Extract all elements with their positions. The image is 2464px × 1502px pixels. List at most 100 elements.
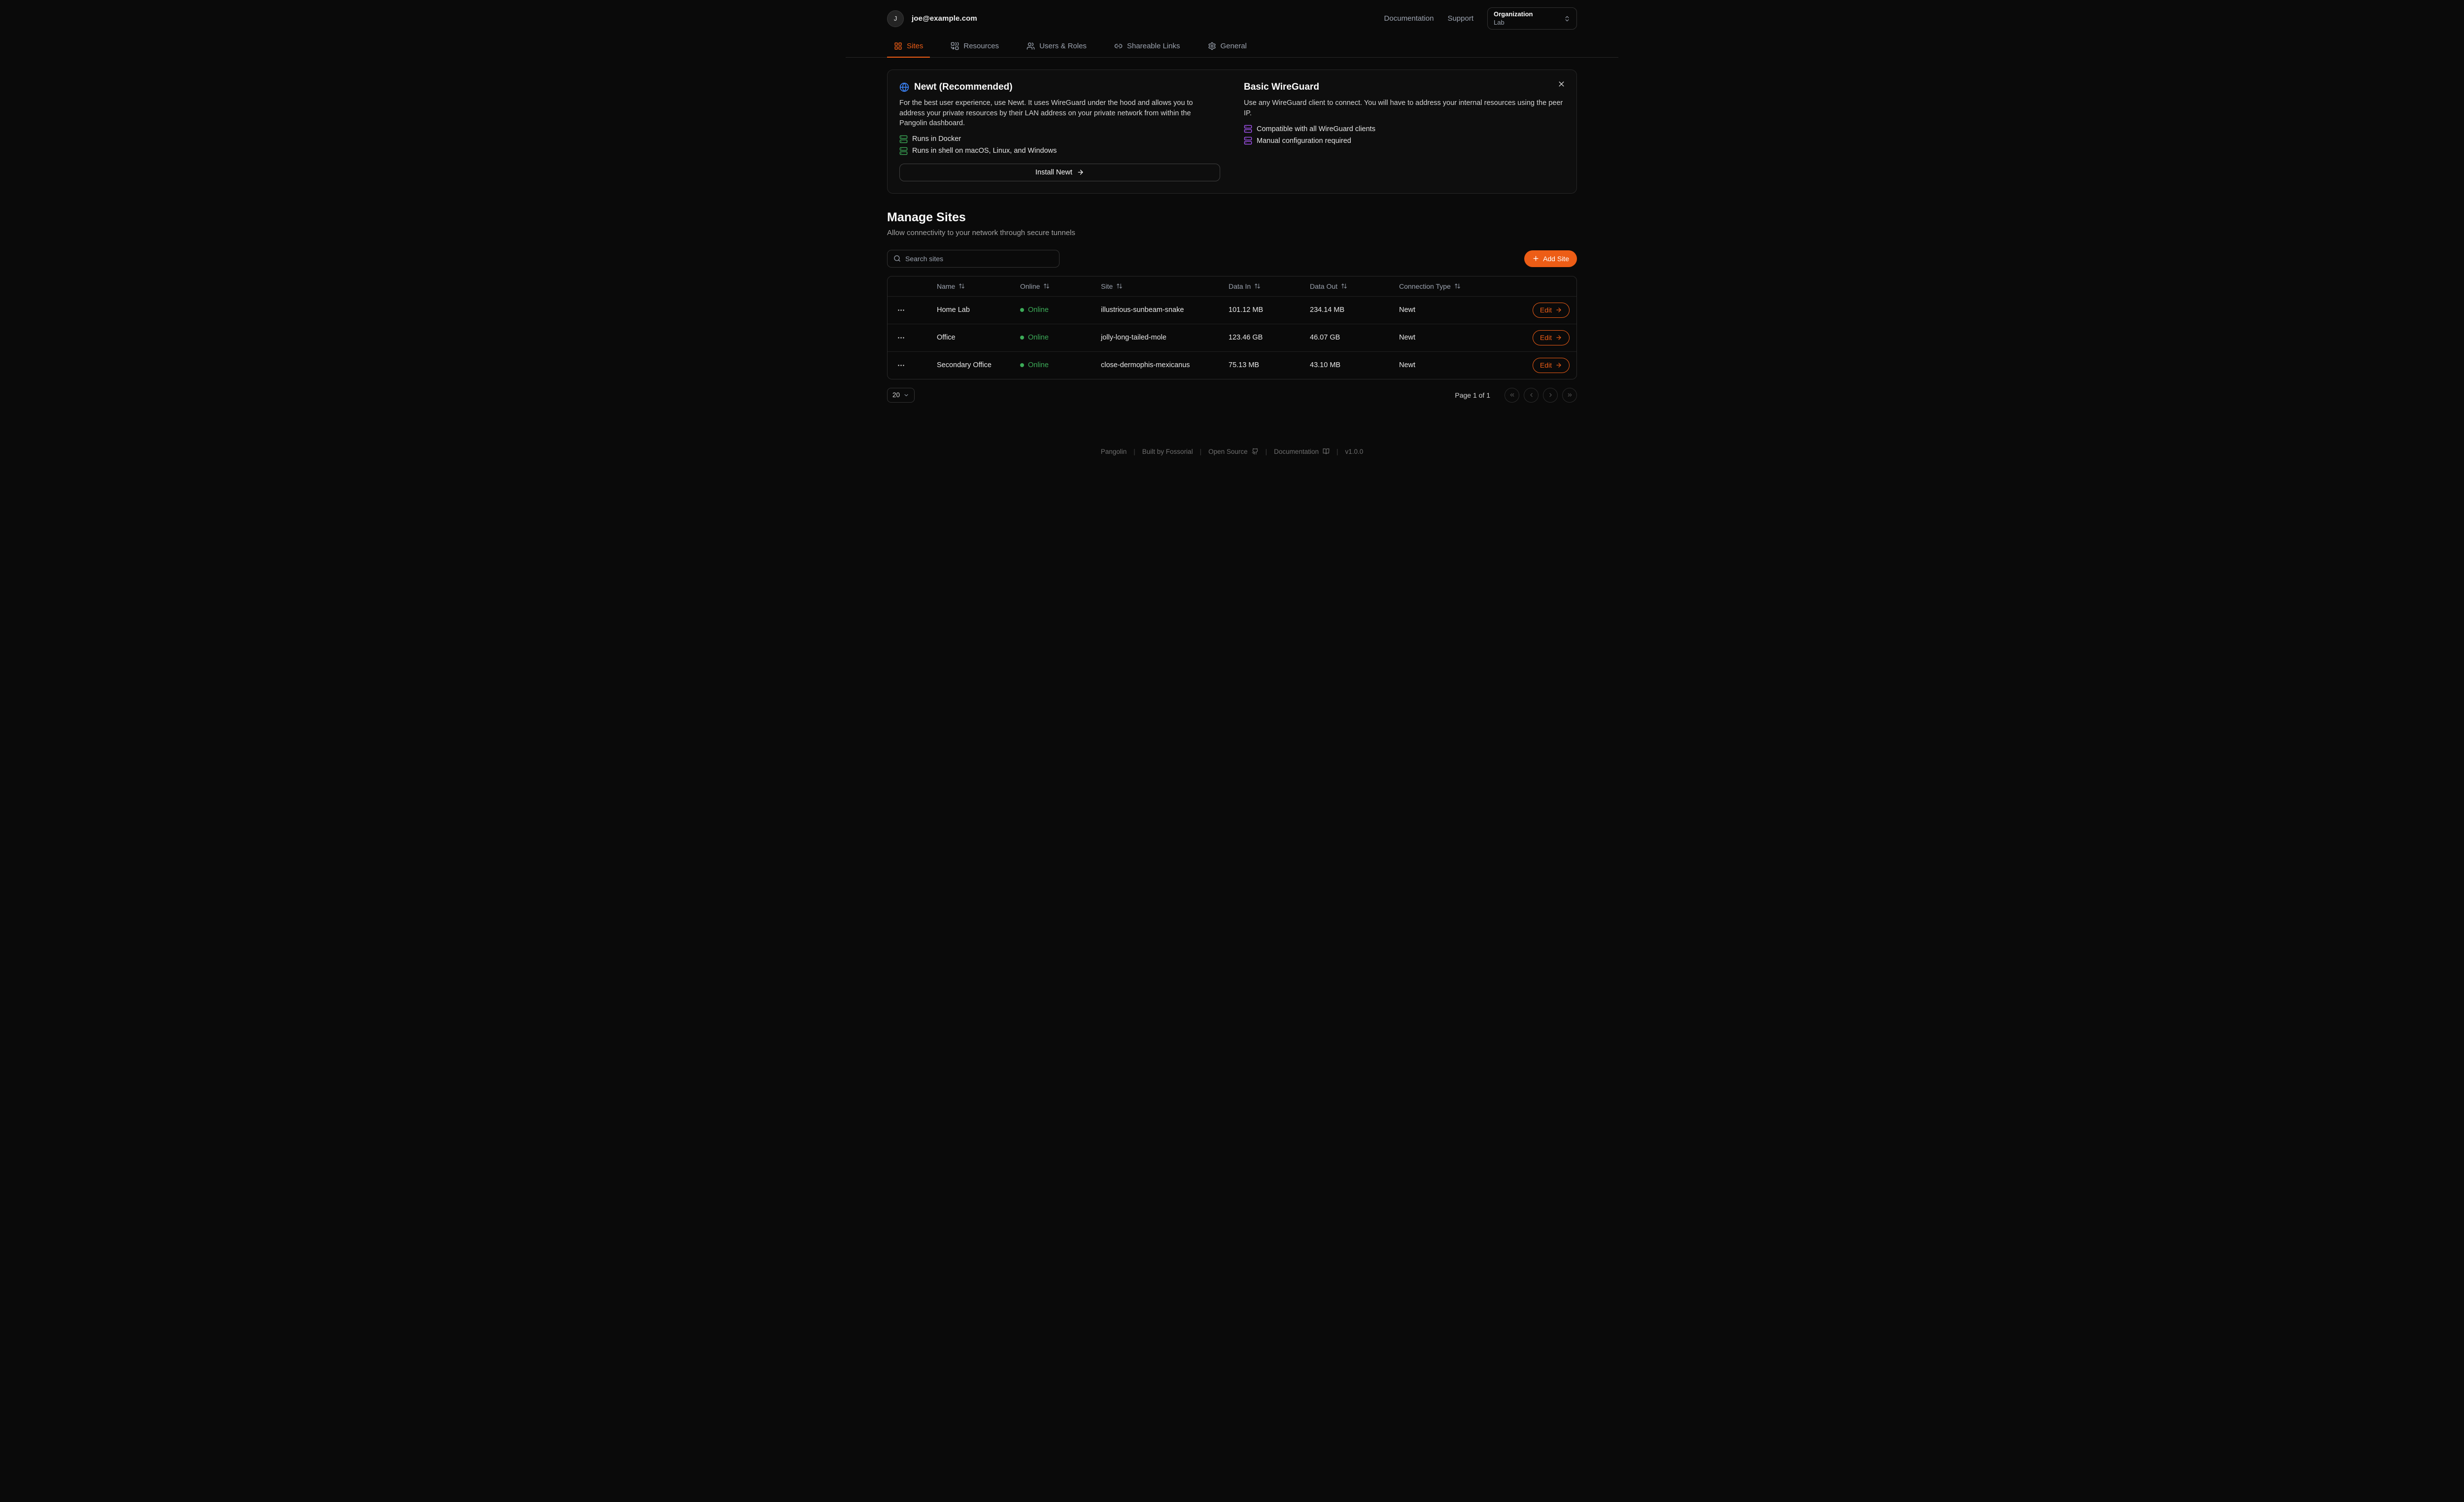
sort-icon <box>1116 283 1123 289</box>
server-icon <box>1244 125 1252 133</box>
status-label: Online <box>1028 334 1049 342</box>
site-id-cell: illustrious-sunbeam-snake <box>1101 306 1184 314</box>
ellipsis-icon <box>897 361 905 370</box>
edit-label: Edit <box>1540 361 1552 370</box>
user-email: joe@example.com <box>912 14 977 23</box>
server-icon <box>1244 137 1252 145</box>
page-info: Page 1 of 1 <box>1455 391 1490 399</box>
site-name-cell: Office <box>937 334 956 342</box>
link-icon <box>1114 42 1123 50</box>
row-menu-button[interactable] <box>896 304 906 316</box>
page-title: Manage Sites <box>887 210 966 224</box>
column-header-connection-type[interactable]: Connection Type <box>1399 282 1515 290</box>
last-page-button[interactable] <box>1562 387 1577 403</box>
organization-selector[interactable]: Organization Lab <box>1487 7 1577 30</box>
newt-feature: Runs in Docker <box>899 135 1220 143</box>
support-link[interactable]: Support <box>1447 14 1473 23</box>
arrow-right-icon <box>1077 169 1084 176</box>
edit-button[interactable]: Edit <box>1532 330 1570 345</box>
chevrons-left-icon <box>1509 392 1515 398</box>
column-header-data-in[interactable]: Data In <box>1229 282 1310 290</box>
wireguard-feature: Compatible with all WireGuard clients <box>1244 125 1565 133</box>
tab-users-roles[interactable]: Users & Roles <box>1020 36 1094 58</box>
tab-resources[interactable]: Resources <box>944 36 1006 58</box>
page-size-value: 20 <box>892 391 900 399</box>
feature-label: Manual configuration required <box>1257 137 1351 145</box>
main-tabs: Sites Resources Users & Roles Shareable … <box>846 35 1618 58</box>
column-header-online[interactable]: Online <box>1020 282 1101 290</box>
edit-button[interactable]: Edit <box>1532 357 1570 373</box>
arrow-right-icon <box>1555 362 1562 369</box>
wireguard-description: Use any WireGuard client to connect. You… <box>1244 99 1563 117</box>
table-row: Home Lab Online illustrious-sunbeam-snak… <box>888 296 1576 324</box>
tab-sites[interactable]: Sites <box>887 36 930 58</box>
edit-label: Edit <box>1540 334 1552 342</box>
footer-separator: | <box>1133 447 1135 455</box>
connection-type-cell: Newt <box>1399 334 1416 342</box>
ellipsis-icon <box>897 306 905 314</box>
pagination-bar: 20 Page 1 of 1 <box>887 387 1577 403</box>
topbar: J joe@example.com Documentation Support … <box>846 0 1618 35</box>
data-in-cell: 123.46 GB <box>1229 334 1263 342</box>
row-menu-button[interactable] <box>896 359 906 372</box>
first-page-button[interactable] <box>1505 387 1519 403</box>
documentation-link[interactable]: Documentation <box>1384 14 1434 23</box>
site-name-cell: Home Lab <box>937 306 970 314</box>
data-in-cell: 75.13 MB <box>1229 361 1260 370</box>
footer: Pangolin | Built by Fossorial | Open Sou… <box>846 448 1618 468</box>
sites-table: Name Online Site Data In Data Out Connec… <box>887 275 1577 379</box>
organization-texts: Organization Lab <box>1494 10 1533 27</box>
organization-value: Lab <box>1494 18 1505 26</box>
arrow-right-icon <box>1555 307 1562 313</box>
chevrons-up-down-icon <box>1564 15 1571 22</box>
online-dot <box>1020 308 1024 312</box>
arrow-right-icon <box>1555 334 1562 341</box>
status-label: Online <box>1028 361 1049 370</box>
footer-open-source-link[interactable]: Open Source <box>1208 448 1259 455</box>
wireguard-title-row: Basic WireGuard <box>1244 82 1565 93</box>
close-button[interactable] <box>1555 78 1568 90</box>
footer-documentation-link[interactable]: Documentation <box>1274 448 1330 455</box>
newt-description: For the best user experience, use Newt. … <box>899 99 1193 128</box>
tab-label: Shareable Links <box>1127 42 1180 50</box>
server-icon <box>899 135 908 143</box>
globe-icon <box>899 82 909 92</box>
edit-button[interactable]: Edit <box>1532 302 1570 318</box>
column-header-data-out[interactable]: Data Out <box>1310 282 1399 290</box>
sort-icon <box>1254 283 1261 289</box>
newt-title: Newt (Recommended) <box>914 82 1013 92</box>
gear-icon <box>1208 42 1216 50</box>
wireguard-option: Basic WireGuard Use any WireGuard client… <box>1244 82 1565 181</box>
prev-page-button[interactable] <box>1524 387 1539 403</box>
site-id-cell: jolly-long-tailed-mole <box>1101 334 1166 342</box>
site-name-cell: Secondary Office <box>937 361 992 370</box>
page-size-select[interactable]: 20 <box>887 387 915 403</box>
book-icon <box>1323 448 1330 455</box>
pager: Page 1 of 1 <box>1455 387 1577 403</box>
status-badge: Online <box>1020 334 1101 341</box>
install-newt-button[interactable]: Install Newt <box>899 163 1220 181</box>
feature-label: Runs in shell on macOS, Linux, and Windo… <box>912 147 1057 155</box>
search-input[interactable] <box>905 254 1053 263</box>
tab-shareable-links[interactable]: Shareable Links <box>1107 36 1187 58</box>
next-page-button[interactable] <box>1543 387 1558 403</box>
column-header-site[interactable]: Site <box>1101 282 1229 290</box>
topbar-right: Documentation Support Organization Lab <box>1384 7 1577 30</box>
sites-toolbar: Add Site <box>887 249 1577 268</box>
column-header-name[interactable]: Name <box>937 282 1020 290</box>
add-site-label: Add Site <box>1543 254 1569 263</box>
chevron-left-icon <box>1528 392 1535 398</box>
row-menu-button[interactable] <box>896 332 906 344</box>
tab-label: Resources <box>963 42 999 50</box>
ellipsis-icon <box>897 334 905 342</box>
footer-built-by-link[interactable]: Built by Fossorial <box>1142 447 1193 455</box>
add-site-button[interactable]: Add Site <box>1524 250 1577 267</box>
connection-type-cell: Newt <box>1399 306 1416 314</box>
table-header-row: Name Online Site Data In Data Out Connec… <box>888 276 1576 296</box>
data-out-cell: 46.07 GB <box>1310 334 1340 342</box>
tab-general[interactable]: General <box>1201 36 1254 58</box>
avatar[interactable]: J <box>887 10 904 27</box>
footer-separator: | <box>1336 447 1338 455</box>
site-id-cell: close-dermophis-mexicanus <box>1101 361 1190 370</box>
github-icon <box>1252 448 1259 455</box>
